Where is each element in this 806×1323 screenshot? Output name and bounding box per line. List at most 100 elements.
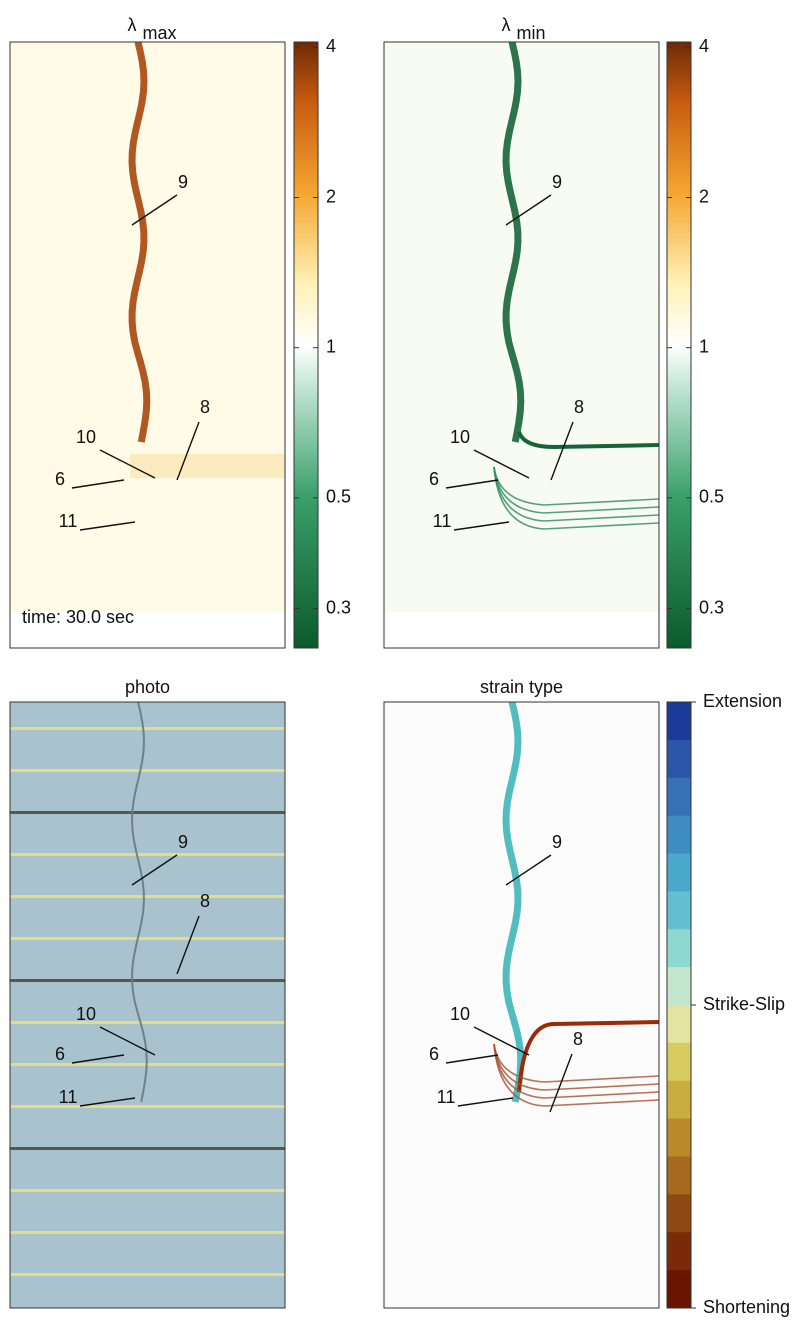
annotation-label: 11 [433, 511, 452, 531]
colorbar-tick-label: 4 [326, 36, 336, 56]
annotation-leader [473, 1026, 530, 1056]
colorbar-block [667, 777, 691, 817]
annotation-label: 10 [76, 427, 96, 447]
stripe [10, 853, 285, 856]
stripe [10, 1021, 285, 1024]
panel-bg [384, 42, 659, 648]
colorbar: 0.3 0.5 1 2 4 [293, 36, 351, 649]
colorbar-tick-label: 0.5 [699, 487, 724, 507]
colorbar-tick-label: 4 [699, 36, 709, 56]
annotation-leader [505, 854, 552, 886]
panel-frame [383, 701, 660, 1309]
colorbar: 0.3 0.5 1 2 4 [666, 36, 724, 649]
annotation-leader [473, 449, 530, 479]
colorbar-block [667, 702, 691, 741]
fault-branch [517, 431, 659, 450]
annotation-label: 10 [76, 1004, 96, 1024]
annotation-leader [131, 854, 178, 886]
blank-foot [384, 612, 659, 648]
colorbar-frame [666, 701, 692, 1309]
panel-title-subscript: min [517, 23, 546, 43]
annotation-label: 11 [59, 511, 78, 531]
stripe [10, 937, 285, 940]
colorbar-block [667, 1118, 691, 1157]
colorbar-block [667, 1232, 691, 1271]
stripe [10, 727, 285, 730]
panel: photo 9 8 10 6 11 [9, 677, 286, 1309]
fault-band [130, 454, 285, 478]
panel-frame [383, 41, 660, 649]
stripe [10, 895, 285, 898]
colorbar-block [667, 815, 691, 854]
annotation-label: 8 [200, 891, 210, 911]
colorbar-block [667, 853, 691, 892]
annotation-leader [457, 1097, 514, 1107]
colorbar-tick-label: 2 [326, 186, 336, 206]
panel: strain type 9 8 10 6 11 [383, 677, 660, 1309]
annotation-label: 9 [552, 832, 562, 852]
annotation-label: 6 [429, 469, 439, 489]
stripe [10, 1105, 285, 1108]
panel: λ max 9 8 10 6 11 time: 30.0 sec [9, 15, 286, 649]
colorbar-label: Extension [703, 691, 782, 711]
panel-image [10, 42, 285, 648]
colorbar-tick-label: 0.3 [699, 597, 724, 617]
panel-title: photo [125, 677, 170, 697]
colorbar: Extension Strike-Slip Shortening [666, 691, 790, 1317]
panel-title: strain type [480, 677, 563, 697]
annotation-label: 8 [573, 1029, 583, 1049]
colorbar-block [667, 967, 691, 1006]
time-label: time: 30.0 sec [22, 607, 134, 627]
stripe [10, 1231, 285, 1234]
annotation-label: 10 [450, 427, 470, 447]
panel-image [384, 42, 659, 648]
fault-trace [502, 42, 525, 443]
colorbar-block [667, 1080, 691, 1120]
stripe [10, 811, 285, 814]
colorbar-block [667, 739, 691, 779]
stripe [10, 1273, 285, 1276]
annotation-label: 8 [574, 397, 584, 417]
annotation-leader [176, 915, 200, 975]
annotation-leader [550, 421, 574, 481]
stripe [10, 1147, 285, 1150]
annotation-leader [445, 479, 499, 489]
colorbar-label: Shortening [703, 1297, 790, 1317]
colorbar-label: Strike-Slip [703, 994, 785, 1014]
annotation-label: 9 [178, 172, 188, 192]
annotation-label: 11 [437, 1087, 456, 1107]
fault-trace [502, 702, 525, 1103]
colorbar-tick-label: 1 [699, 336, 709, 356]
panel-bg [10, 42, 285, 648]
colorbar-tick-label: 2 [699, 186, 709, 206]
colorbar-block [667, 929, 691, 968]
annotation-leader [445, 1054, 499, 1064]
annotation-label: 10 [450, 1004, 470, 1024]
fault-trace [131, 702, 148, 1103]
colorbar-block [667, 1270, 691, 1309]
annotation-label: 6 [55, 469, 65, 489]
annotation-leader [99, 449, 156, 479]
panel-image [384, 702, 659, 1308]
annotation-leader [79, 1097, 136, 1107]
colorbar-block [667, 891, 691, 930]
panel: λ min 9 8 10 6 11 [383, 15, 660, 649]
colorbar-tick-label: 0.5 [326, 487, 351, 507]
panel-title-symbol: λ [502, 15, 511, 35]
colorbar-tick-label: 1 [326, 336, 336, 356]
annotation-leader [99, 1026, 156, 1056]
annotation-leader [71, 479, 125, 489]
colorbar-block [667, 1005, 691, 1044]
colorbar-block [667, 1194, 691, 1233]
colorbar-frame [666, 41, 692, 649]
panel-title-symbol: λ [128, 15, 137, 35]
panel-bg [10, 702, 285, 1308]
annotation-label: 11 [59, 1087, 78, 1107]
annotation-leader [131, 194, 178, 226]
annotation-label: 9 [552, 172, 562, 192]
annotation-label: 6 [429, 1044, 439, 1064]
blank-foot [10, 612, 285, 648]
colorbar-block [667, 1042, 691, 1082]
annotation-label: 6 [55, 1044, 65, 1064]
